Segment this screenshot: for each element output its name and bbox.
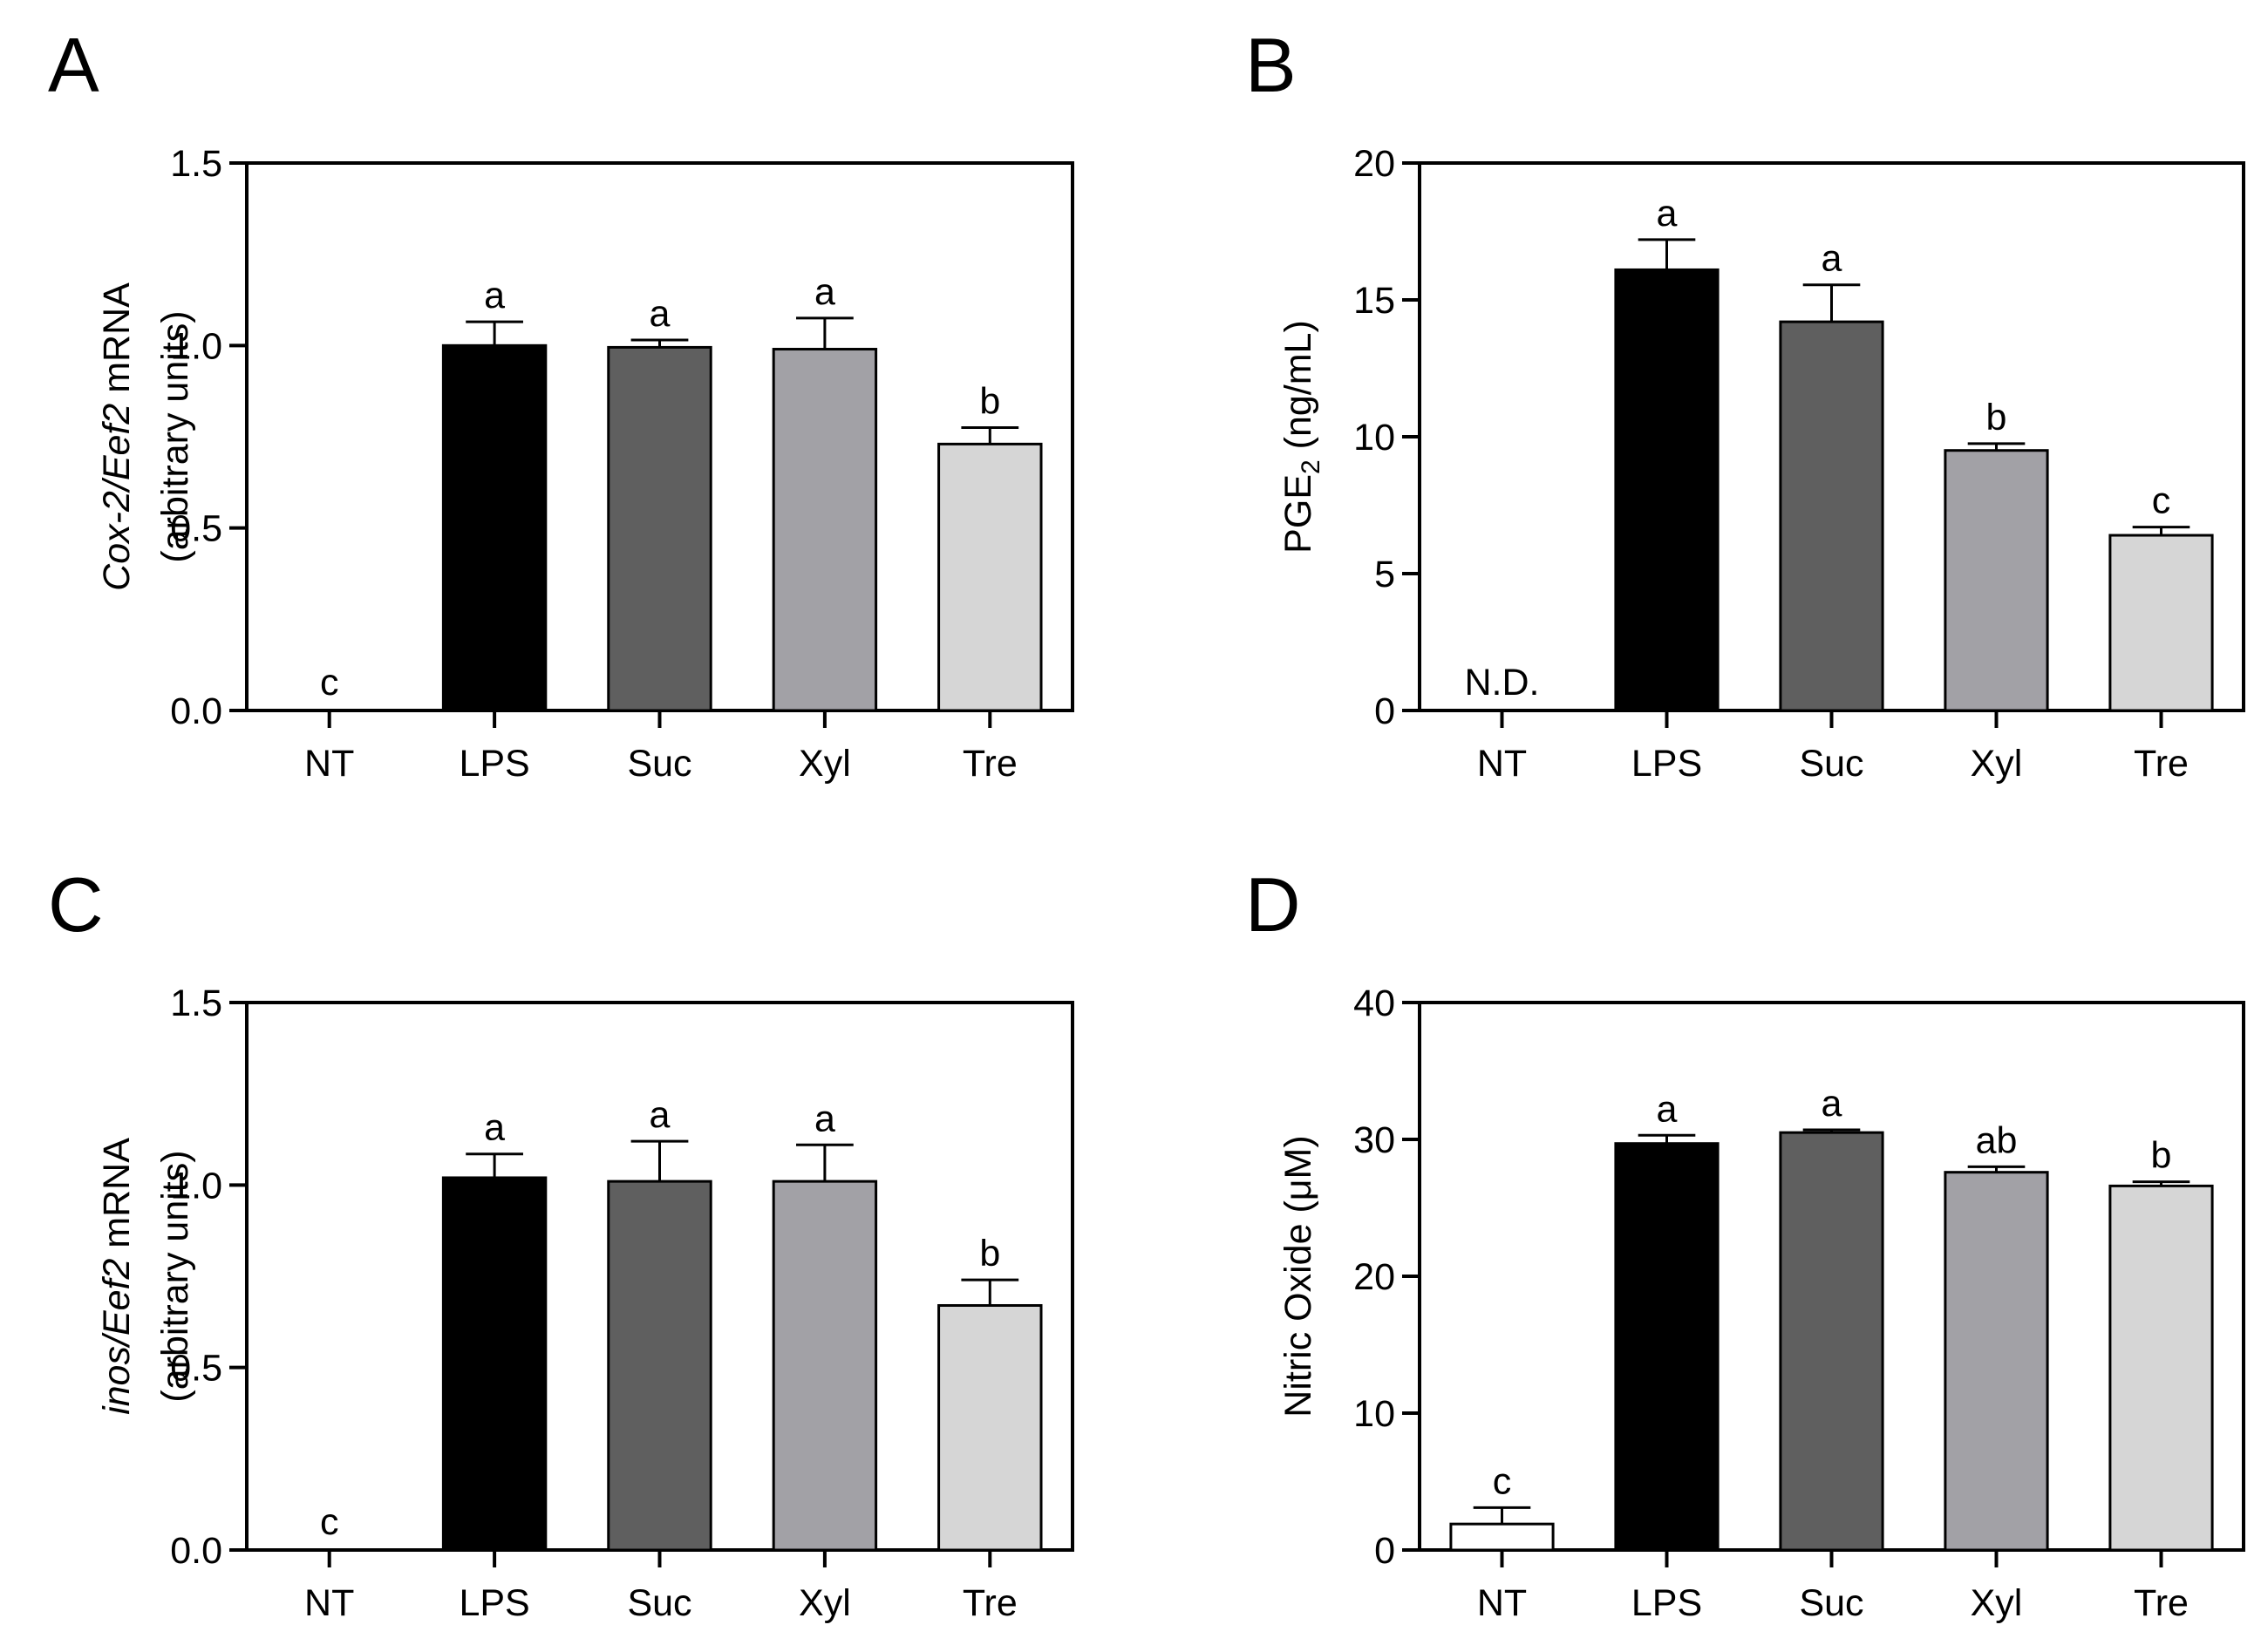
significance-letter: b (979, 381, 1000, 423)
y-axis-label-gene: inos/Eef2 (96, 1259, 138, 1415)
y-tick-label: 1.5 (170, 982, 222, 1024)
x-tick-label: NT (304, 743, 354, 785)
y-axis-label-unit: mRNA (96, 282, 138, 404)
significance-letter: b (2151, 1135, 2172, 1177)
significance-letter: c (2152, 480, 2171, 522)
x-tick-label: NT (1477, 743, 1527, 785)
panel-a: A 0.0 0.5 1.0 1.5 NT c LPS a Suc a Xyl a Tre b Cox-2/Ee… (48, 22, 1074, 785)
significance-letter: b (1986, 397, 2007, 438)
x-tick-label: Xyl (799, 743, 851, 785)
bar (441, 1176, 548, 1552)
y-axis-label: PGE2 (ng/mL) (1277, 320, 1325, 554)
y-axis-label: inos/Eef2 mRNA (96, 1138, 138, 1415)
panel-b: B 0 5 10 15 20 NT N.D. LPS a Suc a Xyl b Tre c PGE2 (ng/… (1245, 22, 2245, 785)
x-tick-label: NT (1477, 1582, 1527, 1624)
x-tick-label: LPS (1631, 1582, 1702, 1624)
y-axis-label-gene: Cox-2/Eef2 (96, 404, 138, 591)
y-axis-label-subscript: 2 (1297, 459, 1325, 474)
panel-letter: B (1245, 22, 1297, 108)
y-tick-label: 5 (1374, 554, 1395, 595)
x-tick-label: Xyl (1971, 1582, 2023, 1624)
y-axis-label: Cox-2/Eef2 mRNA (96, 282, 138, 591)
significance-letter: c (1493, 1460, 1512, 1502)
bar (1779, 320, 1884, 712)
significance-letter: a (1657, 1088, 1678, 1130)
y-tick-label: 0.0 (170, 690, 222, 732)
bar (2108, 1184, 2214, 1552)
significance-letter: c (320, 662, 339, 704)
significance-letter: a (1822, 1083, 1842, 1125)
y-tick-label: 0 (1374, 690, 1395, 732)
x-tick-label: Xyl (1971, 743, 2023, 785)
bar (607, 345, 712, 712)
significance-letter: c (320, 1501, 339, 1543)
bar (2108, 534, 2214, 712)
y-axis-label: Nitric Oxide (μM) (1277, 1135, 1319, 1417)
x-tick-label: Suc (627, 1582, 691, 1624)
x-tick-label: Suc (1799, 743, 1863, 785)
y-tick-label: 15 (1353, 280, 1395, 322)
x-tick-label: Tre (2134, 743, 2189, 785)
bar (1779, 1131, 1884, 1552)
bar (441, 343, 548, 712)
y-tick-label: 20 (1353, 143, 1395, 185)
y-tick-label: 0.5 (170, 508, 222, 550)
bar (607, 1180, 712, 1552)
bar (1614, 268, 1720, 712)
y-tick-label: 40 (1353, 982, 1395, 1024)
significance-letter: a (484, 275, 505, 316)
significance-letter: b (979, 1233, 1000, 1275)
y-axis-label-line2: (arbitrary units) (154, 1150, 196, 1402)
significance-letter: a (1822, 238, 1842, 280)
significance-letter: N.D. (1465, 662, 1540, 704)
x-tick-label: Tre (963, 743, 1018, 785)
significance-letter: a (650, 293, 671, 335)
bar (1944, 1171, 2049, 1552)
y-axis-label-main: PGE (1277, 474, 1319, 554)
y-tick-label: 10 (1353, 417, 1395, 459)
y-axis-label-unit: (ng/mL) (1277, 320, 1319, 459)
y-axis-label-line2: (arbitrary units) (154, 310, 196, 562)
x-tick-label: LPS (459, 743, 529, 785)
panel-letter: A (48, 22, 99, 108)
y-axis-label-unit: mRNA (96, 1138, 138, 1259)
bar (937, 1303, 1043, 1552)
significance-letter: a (814, 1098, 835, 1139)
panel-letter: D (1245, 861, 1301, 948)
y-tick-label: 30 (1353, 1119, 1395, 1161)
x-tick-label: Suc (627, 743, 691, 785)
x-tick-label: Tre (963, 1582, 1018, 1624)
y-tick-label: 1.5 (170, 143, 222, 185)
significance-letter: a (650, 1094, 671, 1136)
y-tick-label: 20 (1353, 1256, 1395, 1298)
bar (1449, 1522, 1555, 1552)
bar (772, 1180, 878, 1552)
y-tick-label: 0.5 (170, 1348, 222, 1390)
panel-c: C 0.0 0.5 1.0 1.5 NT c LPS a Suc a Xyl a Tre b inos/Eef… (48, 861, 1074, 1624)
x-tick-label: NT (304, 1582, 354, 1624)
x-tick-label: Tre (2134, 1582, 2189, 1624)
significance-letter: ab (1976, 1119, 2018, 1161)
x-tick-label: LPS (1631, 743, 1702, 785)
x-tick-label: Suc (1799, 1582, 1863, 1624)
bar (772, 348, 878, 712)
significance-letter: a (484, 1107, 505, 1149)
bar (1944, 449, 2049, 712)
significance-letter: a (1657, 193, 1678, 235)
y-tick-label: 0 (1374, 1530, 1395, 1572)
panel-d: D 0 10 20 30 40 NT c LPS a Suc a Xyl ab Tre b Nitric Oxi… (1245, 861, 2245, 1624)
y-tick-label: 0.0 (170, 1530, 222, 1572)
panel-letter: C (48, 861, 104, 948)
significance-letter: a (814, 271, 835, 313)
y-tick-label: 1.0 (170, 325, 222, 367)
y-tick-label: 10 (1353, 1393, 1395, 1435)
x-tick-label: Xyl (799, 1582, 851, 1624)
y-tick-label: 1.0 (170, 1165, 222, 1207)
bar (1614, 1142, 1720, 1552)
x-tick-label: LPS (459, 1582, 529, 1624)
bar (937, 442, 1043, 712)
